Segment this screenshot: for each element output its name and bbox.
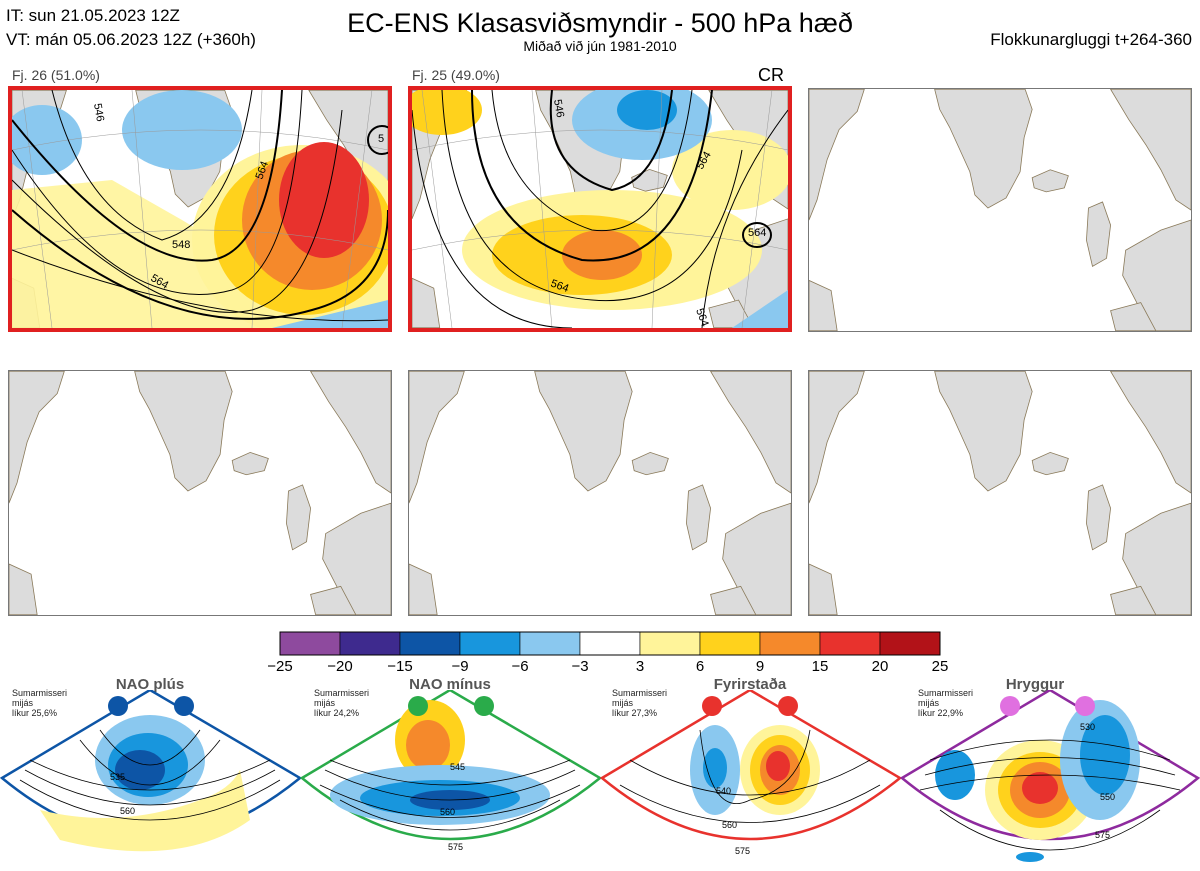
colorbar-tick: −20 xyxy=(327,658,352,675)
colorbar-cell xyxy=(759,631,821,656)
cluster-1-map: 546 548 564 564 5 xyxy=(8,86,392,332)
valid-time: VT: mán 05.06.2023 12Z (+360h) xyxy=(6,30,256,49)
contour-label: 546 xyxy=(91,102,106,122)
regime-3-title: Fyrirstaða xyxy=(713,676,787,693)
svg-text:575: 575 xyxy=(735,846,750,856)
regimes: Sumarmisseri mijás líkur 25,6% NAO plús … xyxy=(0,676,1200,871)
regime-1-title: NAO plús xyxy=(115,676,185,693)
contour-label: 5 xyxy=(378,133,384,145)
regime-4-title: Hryggur xyxy=(1005,676,1065,693)
regime-1-dot xyxy=(108,696,128,716)
colorbar-cell xyxy=(879,631,941,656)
regime-2-info: Sumarmisseri mijás líkur 24,2% xyxy=(314,688,370,718)
regime-4-dot xyxy=(1000,696,1020,716)
colorbar-cell xyxy=(459,631,521,656)
regime-3-map: 540 560 575 xyxy=(600,690,902,856)
regime-3-dot xyxy=(778,696,798,716)
regime-1-info: Sumarmisseri mijás líkur 25,6% xyxy=(12,688,68,718)
colorbar-cell xyxy=(699,631,761,656)
anomaly-negative-strong xyxy=(617,90,677,130)
anomaly-positive-nw xyxy=(412,90,482,135)
anomaly-negative-se xyxy=(732,290,788,328)
svg-text:560: 560 xyxy=(722,820,737,830)
cluster-2-map: 546 564 564 564 564 xyxy=(408,86,792,332)
svg-text:540: 540 xyxy=(716,786,731,796)
init-time: IT: sun 21.05.2023 12Z xyxy=(6,6,180,25)
svg-text:530: 530 xyxy=(1080,722,1095,732)
regime-2-dot xyxy=(408,696,428,716)
anomaly-negative-west xyxy=(12,105,82,175)
cluster-2-svg: 546 564 564 564 564 xyxy=(412,90,788,328)
colorbar-tick: 20 xyxy=(872,658,889,675)
colorbar-tick: 25 xyxy=(932,658,949,675)
regime-2-title: NAO mínus xyxy=(409,676,491,693)
colorbar-cell xyxy=(819,631,881,656)
cluster-2-label: Fj. 25 (49.0%) xyxy=(412,67,500,83)
regime-3-info: Sumarmisseri mijás líkur 27,3% xyxy=(612,688,668,718)
page-subtitle: Miðað við jún 1981-2010 xyxy=(523,38,677,54)
cluster-6-map-empty xyxy=(808,370,1192,616)
regime-1-dot xyxy=(174,696,194,716)
colorbar-cell xyxy=(279,631,341,656)
regime-3-dot xyxy=(702,696,722,716)
cluster-3-map-empty xyxy=(808,88,1192,332)
contour-label: 564 xyxy=(693,307,711,328)
regime-4-dot xyxy=(1075,696,1095,716)
regime-1-map: 535 560 xyxy=(0,690,302,852)
colorbar-tick: −25 xyxy=(267,658,292,675)
colorbar-tick: −15 xyxy=(387,658,412,675)
colorbar-tick: 15 xyxy=(812,658,829,675)
anomaly-positive-max xyxy=(279,142,369,258)
colorbar: −25 −20 −15 −9 −6 −3 3 6 9 15 20 25 xyxy=(267,631,949,675)
regime-4-info: Sumarmisseri mijás líkur 22,9% xyxy=(918,688,974,718)
cluster-5-map-empty xyxy=(408,370,792,616)
cluster-2-tag: CR xyxy=(758,65,784,85)
cluster-4-map-empty xyxy=(8,370,392,616)
colorbar-tick: −3 xyxy=(571,658,588,675)
contour-label: 564 xyxy=(254,160,272,181)
svg-text:560: 560 xyxy=(120,806,135,816)
colorbar-cell xyxy=(579,631,641,656)
contour-label: 546 xyxy=(551,98,566,118)
svg-text:575: 575 xyxy=(1095,830,1110,840)
page-title: EC-ENS Klasasviðsmyndir - 500 hPa hæð xyxy=(347,8,853,38)
contour-label: 564 xyxy=(748,227,766,239)
colorbar-cell xyxy=(639,631,701,656)
anomaly-positive-strong xyxy=(562,230,642,280)
colorbar-cell xyxy=(339,631,401,656)
colorbar-cell xyxy=(519,631,581,656)
svg-text:535: 535 xyxy=(110,772,125,782)
colorbar-tick: 9 xyxy=(756,658,764,675)
contour-label: 548 xyxy=(172,239,190,251)
colorbar-cell xyxy=(399,631,461,656)
cluster-1-svg: 546 548 564 564 5 xyxy=(12,90,388,328)
colorbar-tick: 6 xyxy=(696,658,704,675)
colorbar-tick: −9 xyxy=(451,658,468,675)
svg-text:550: 550 xyxy=(1100,792,1115,802)
cluster-window: Flokkunargluggi t+264-360 xyxy=(990,30,1192,49)
colorbar-tick: 3 xyxy=(636,658,644,675)
regime-4-map: 530 550 575 xyxy=(900,690,1200,862)
svg-text:545: 545 xyxy=(450,762,465,772)
regime-2-dot xyxy=(474,696,494,716)
svg-text:575: 575 xyxy=(448,842,463,852)
contour-label: 564 xyxy=(549,278,570,296)
regime-2-map: 545 560 575 xyxy=(300,690,602,852)
svg-text:560: 560 xyxy=(440,807,455,817)
colorbar-tick: −6 xyxy=(511,658,528,675)
cluster-1-label: Fj. 26 (51.0%) xyxy=(12,67,100,83)
